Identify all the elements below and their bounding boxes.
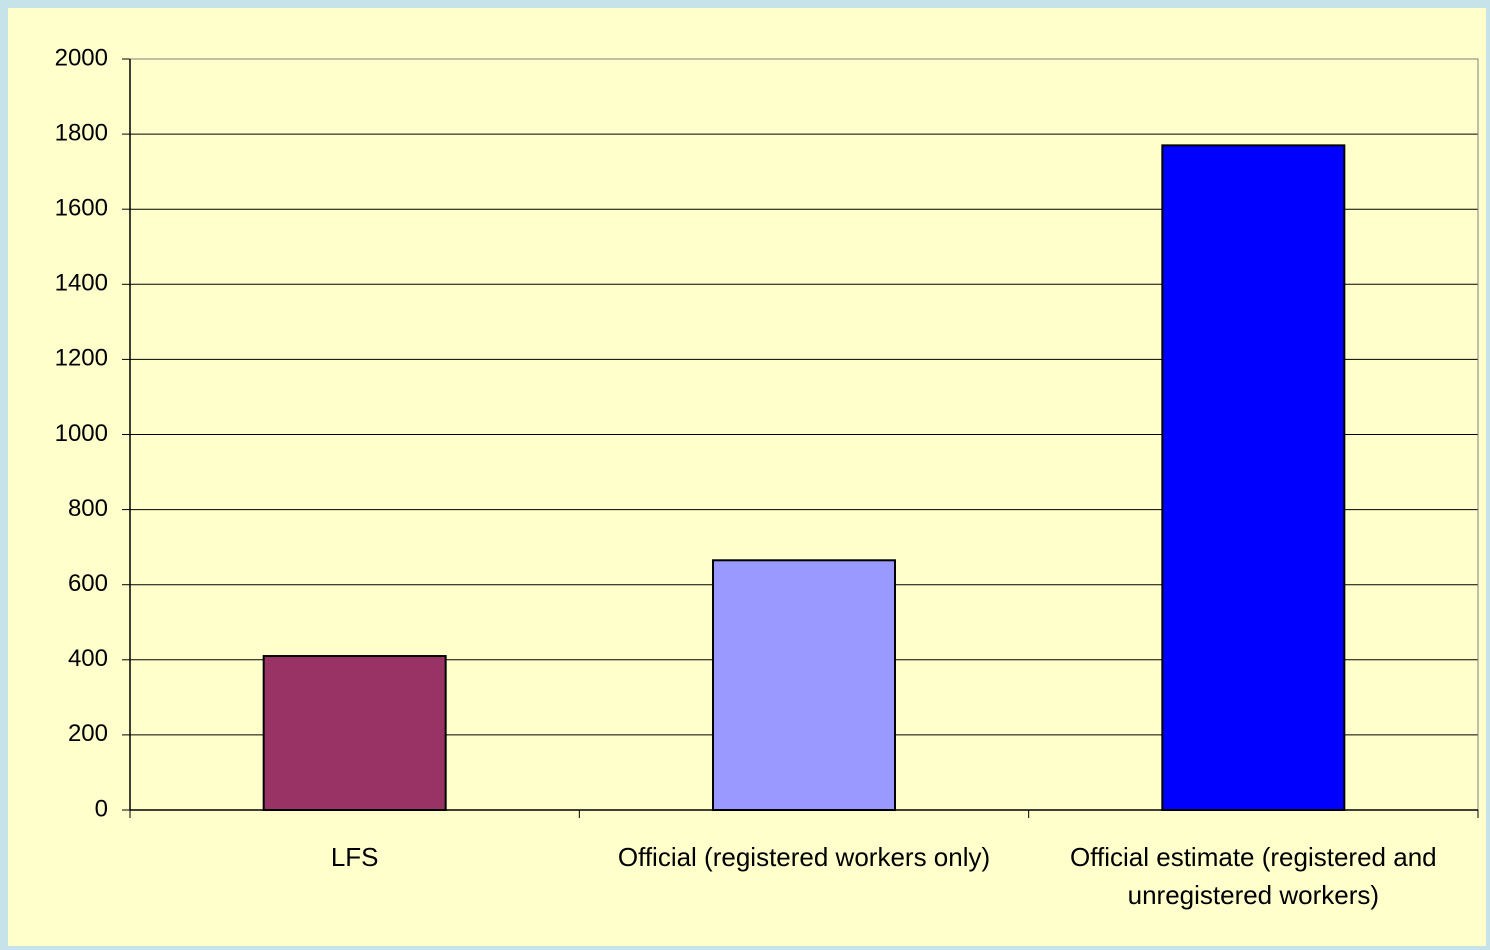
x-tick-label: Official estimate (registered and unregi…: [1070, 842, 1437, 910]
bar: [712, 559, 896, 811]
y-tick-label: 400: [68, 645, 108, 672]
x-tick-label: Official (registered workers only): [617, 842, 991, 872]
y-tick-label: 2000: [55, 44, 108, 71]
y-tick-label: 1600: [55, 195, 108, 222]
bar: [1161, 144, 1346, 812]
y-tick-label: 1400: [55, 270, 108, 297]
bar: [262, 655, 447, 811]
y-tick-label: 1200: [55, 345, 108, 372]
y-tick-label: 200: [68, 720, 108, 747]
y-tick-label: 1800: [55, 119, 108, 146]
y-tick-label: 1000: [55, 420, 108, 447]
x-tick-label: LFS: [330, 842, 379, 872]
y-tick-label: 0: [95, 795, 108, 822]
y-tick-label: 800: [68, 495, 108, 522]
y-tick-label: 600: [68, 570, 108, 597]
